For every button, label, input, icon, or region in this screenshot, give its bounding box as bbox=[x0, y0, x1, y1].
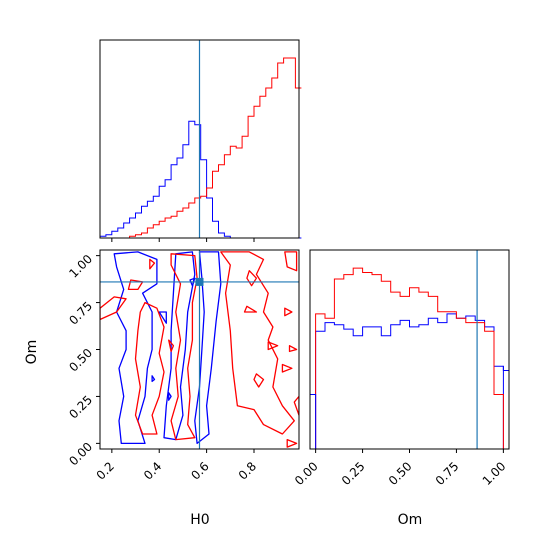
joint-x-tick-label-2: 0.4 bbox=[141, 459, 164, 482]
om-histogram-right-edge bbox=[502, 366, 509, 372]
joint-truth-marker bbox=[195, 277, 204, 286]
contour-series-2-line-7 bbox=[220, 251, 295, 435]
joint-y-tick-label-5: 1.00 bbox=[66, 252, 95, 281]
contour-series-2-line-10 bbox=[267, 341, 279, 351]
joint-y-tick-label-1: 0.00 bbox=[66, 440, 95, 469]
contour-series-2-line-14 bbox=[288, 345, 298, 353]
contour-series-1-line-1 bbox=[113, 251, 158, 445]
contour-series-1-line-3 bbox=[194, 251, 222, 445]
joint-contours bbox=[100, 251, 299, 448]
contour-series-2-line-1 bbox=[100, 296, 127, 321]
joint-y-tick-label-3: 0.50 bbox=[66, 346, 95, 375]
contour-series-1-line-4 bbox=[158, 311, 167, 324]
om-marginal-plot-area bbox=[310, 250, 509, 449]
joint-x-tick-label-3: 0.6 bbox=[188, 459, 211, 482]
om-marginal-panel: 0.00 0.25 0.50 0.75 1.00 bbox=[292, 249, 510, 488]
om-x-tick-label-4: 0.75 bbox=[433, 459, 462, 488]
contour-series-2-line-11 bbox=[253, 373, 265, 388]
y-axis-label-om: Om bbox=[24, 340, 40, 365]
contour-series-2-line-13 bbox=[284, 307, 293, 317]
om-histogram-left-edge bbox=[310, 394, 317, 449]
contour-series-2-line-5 bbox=[170, 253, 198, 441]
om-histogram-series-2 bbox=[315, 267, 504, 449]
contour-series-2-line-15 bbox=[281, 363, 293, 373]
h0-om-joint-panel: 0.2 0.4 0.6 0.8 0.00 0.25 0.50 0.75 1.00 bbox=[66, 249, 300, 483]
contour-series-2-line-16 bbox=[293, 395, 299, 416]
h0-histogram-series-2 bbox=[100, 57, 302, 239]
contour-series-1-line-7 bbox=[168, 392, 172, 401]
x-axis-label-om: Om bbox=[398, 512, 423, 528]
x-axis-label-h0: H0 bbox=[190, 512, 209, 528]
om-x-tick-label-3: 0.50 bbox=[386, 459, 415, 488]
om-x-tick-label-1: 0.00 bbox=[292, 459, 321, 488]
joint-x-tick-label-4: 0.8 bbox=[236, 459, 259, 482]
joint-x-tick-label-1: 0.2 bbox=[94, 459, 117, 482]
joint-y-tick-label-2: 0.25 bbox=[66, 393, 95, 422]
contour-series-1-line-6 bbox=[151, 375, 156, 383]
contour-series-2-line-17 bbox=[286, 438, 298, 448]
h0-marginal-panel bbox=[99, 39, 302, 242]
contour-series-2-line-12 bbox=[284, 251, 298, 272]
contour-series-2-line-6 bbox=[168, 339, 175, 353]
contour-series-2-line-9 bbox=[243, 305, 258, 313]
joint-y-tick-label-4: 0.75 bbox=[66, 299, 95, 328]
om-x-tick-label-2: 0.25 bbox=[339, 459, 368, 488]
contour-series-2-line-3 bbox=[149, 258, 156, 270]
contour-series-2-line-2 bbox=[127, 279, 144, 291]
om-x-tick-label-5: 1.00 bbox=[480, 459, 509, 488]
om-histogram-series-1 bbox=[315, 313, 504, 449]
contour-series-2-line-4 bbox=[134, 301, 165, 435]
h0-marginal-frame bbox=[99, 39, 300, 239]
contour-series-2-line-8 bbox=[246, 270, 258, 287]
